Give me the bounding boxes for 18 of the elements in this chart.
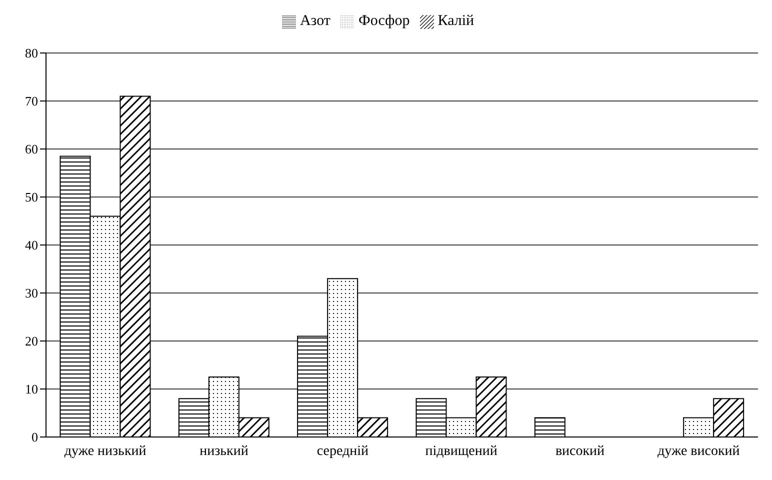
x-tick-label: низький bbox=[200, 444, 249, 459]
x-tick-label: дуже низький bbox=[64, 444, 147, 459]
x-tick-label: підвищений bbox=[425, 444, 498, 459]
y-tick-label: 60 bbox=[25, 142, 38, 157]
y-tick-label: 40 bbox=[25, 238, 38, 253]
y-tick-label: 30 bbox=[25, 286, 38, 301]
y-tick-label: 70 bbox=[25, 94, 38, 109]
legend-label: Азот bbox=[300, 13, 330, 29]
y-tick-label: 20 bbox=[25, 334, 38, 349]
y-tick-label: 80 bbox=[25, 46, 38, 61]
legend-label: Калій bbox=[438, 13, 474, 29]
y-tick-label: 10 bbox=[25, 382, 38, 397]
x-tick-label: середній bbox=[316, 444, 369, 459]
x-tick-label: дуже високий bbox=[658, 444, 740, 459]
y-tick-label: 0 bbox=[32, 430, 38, 445]
y-tick-label: 50 bbox=[25, 190, 38, 205]
legend-label: Фосфор bbox=[358, 13, 410, 29]
x-tick-label: високий bbox=[555, 444, 606, 459]
